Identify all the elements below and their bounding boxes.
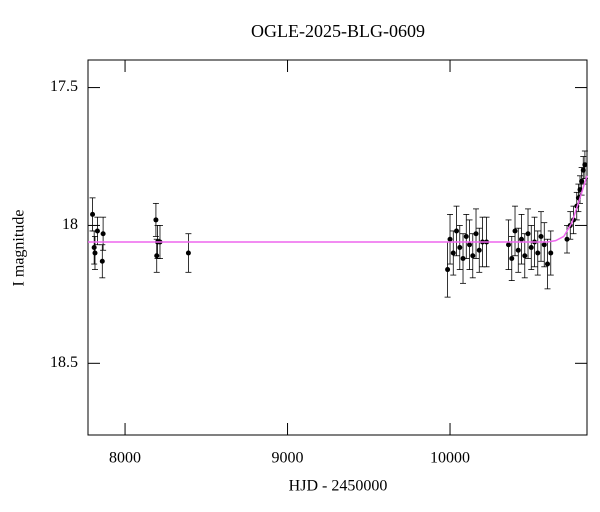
x-tick-label: 9000: [272, 450, 304, 467]
model-line: [88, 175, 588, 243]
data-point: [535, 250, 541, 256]
data-point: [476, 247, 482, 253]
data-point: [473, 231, 479, 237]
data-point: [509, 256, 515, 262]
data-point: [99, 258, 105, 264]
y-tick-label: 18: [62, 216, 78, 233]
data-point: [515, 247, 521, 253]
data-point: [564, 236, 570, 242]
data-point: [457, 245, 463, 250]
data-point: [100, 231, 106, 237]
data-point: [445, 267, 451, 273]
plot-frame: [87, 59, 588, 436]
data-point: [450, 250, 456, 256]
data-point: [91, 245, 97, 250]
data-point: [506, 242, 512, 248]
data-point: [454, 228, 460, 234]
data-point: [470, 253, 476, 259]
y-axis-label: I magnitude: [11, 210, 28, 287]
data-point: [94, 228, 100, 234]
chart-title: OGLE-2025-BLG-0609: [251, 21, 425, 41]
data-point: [92, 250, 98, 256]
data-point: [153, 217, 159, 223]
x-axis-label: HJD - 2450000: [289, 478, 388, 495]
x-tick-label: 10000: [430, 450, 470, 467]
data-point: [460, 256, 466, 262]
data-point: [528, 245, 534, 250]
data-point: [185, 250, 191, 256]
data-point: [463, 233, 469, 239]
data-point: [522, 253, 528, 259]
data-point: [467, 242, 473, 248]
data-point: [519, 236, 525, 242]
data-point: [447, 236, 453, 242]
data-point: [545, 261, 551, 267]
data-point: [154, 253, 160, 259]
data-point: [90, 211, 96, 217]
x-tick-label: 8000: [109, 450, 141, 467]
y-tick-label: 17.5: [50, 78, 78, 95]
data-point: [582, 162, 588, 168]
data-point: [512, 228, 518, 234]
data-point: [538, 233, 544, 239]
data-point: [541, 242, 547, 248]
y-tick-label: 18.5: [50, 354, 78, 371]
data-point: [548, 250, 554, 256]
data-point: [525, 231, 531, 237]
